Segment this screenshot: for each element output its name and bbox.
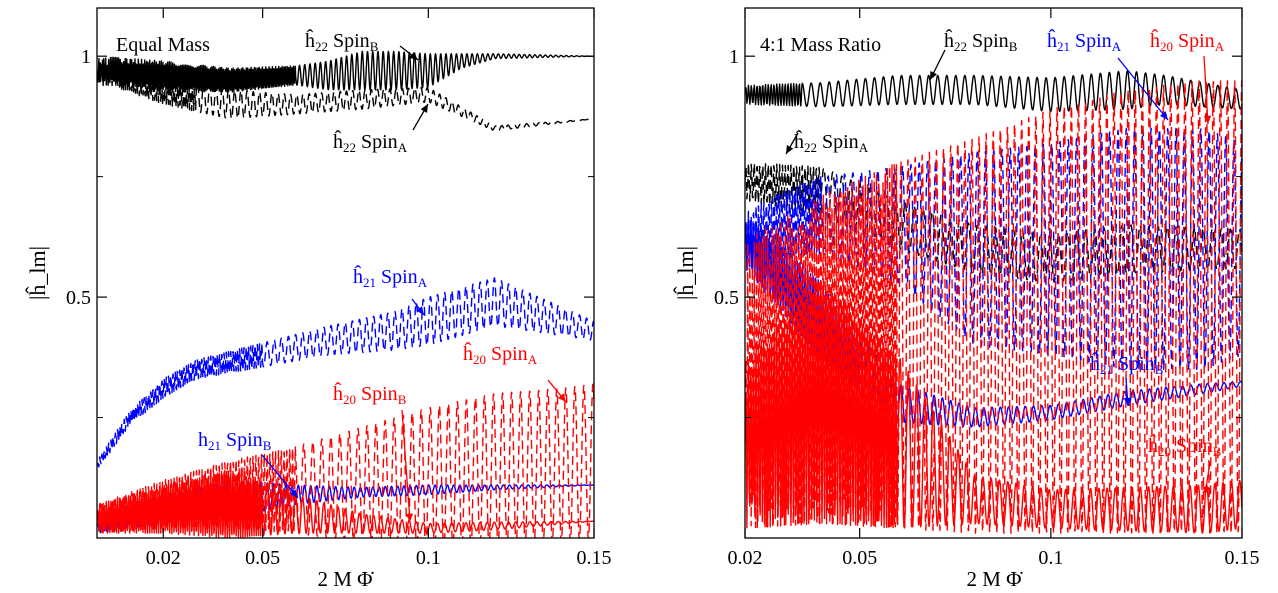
annotation-arrowhead xyxy=(420,104,428,113)
tick-layer: 0.02 0.05 0.1 0.15 1 0.5 xyxy=(714,8,1260,569)
y-tick-label: 1 xyxy=(81,46,91,68)
annotation-h22-spinA: ĥ22 SpinA xyxy=(333,103,429,155)
annotation-arrow xyxy=(261,454,299,499)
annotation-arrowhead xyxy=(1203,115,1212,124)
annotation-h21-spinB: ĥ21 SpinB xyxy=(1090,351,1164,407)
y-tick-label: 1 xyxy=(729,46,739,68)
series-line-h20B xyxy=(97,470,594,538)
annotation-h22-spinB: ĥ22 SpinB xyxy=(929,28,1018,81)
annotation-arrowhead xyxy=(289,489,298,498)
series-layer xyxy=(745,70,1242,534)
plot-frame xyxy=(96,7,595,539)
x-tick-label: 0.02 xyxy=(728,547,763,569)
annotation-arrowhead xyxy=(557,393,566,402)
series-line-h21A xyxy=(745,127,1242,371)
panel-mass-ratio: 0.02 0.05 0.1 0.15 1 0.5 4:1 Mass Ratio 2 M Φ… xyxy=(673,7,1260,591)
annotation-h20-spinA: ĥ20 SpinA xyxy=(463,341,567,403)
annotation-h21-spinB: h21 SpinB xyxy=(198,429,299,499)
y-tick-label: 0.5 xyxy=(66,287,91,309)
annotation-arrowhead xyxy=(1159,111,1168,120)
x-tick-label: 0.05 xyxy=(842,547,877,569)
annotation-arrowhead xyxy=(416,306,424,315)
annotation-arrowhead xyxy=(1202,486,1210,495)
y-axis-label: |ĥ_lm| xyxy=(673,246,698,300)
series-line-h21A xyxy=(97,277,594,468)
annotation-h22-spinB: ĥ22 SpinB xyxy=(305,28,419,61)
series-line-h20B xyxy=(745,282,1242,534)
x-tick-label: 0.1 xyxy=(416,547,441,569)
annotation-h22-spinA: ĥ22 SpinA xyxy=(785,129,869,155)
x-tick-label: 0.02 xyxy=(146,547,181,569)
y-tick-label: 0.5 xyxy=(714,287,739,309)
annotation-arrow xyxy=(1203,55,1209,125)
panel-equal-mass: 0.02 0.05 0.1 0.15 1 0.5 Equal Mass 2 M Φ̇ |ĥ… xyxy=(25,7,612,591)
annotation-h20-spinB: ĥ20 SpinB xyxy=(333,381,414,523)
x-tick-label: 0.05 xyxy=(245,547,280,569)
chart-title: Equal Mass xyxy=(116,34,210,56)
series-line-h22A xyxy=(97,62,594,132)
y-axis-label: |ĥ_lm| xyxy=(25,246,50,300)
x-tick-label: 0.1 xyxy=(1038,547,1063,569)
x-axis-label: 2 M Φ̇ xyxy=(966,567,1023,591)
annotation-arrowhead xyxy=(930,71,937,80)
x-tick-label: 0.15 xyxy=(1225,547,1260,569)
annotation-h20-spinA: ĥ20 SpinA xyxy=(1150,28,1225,125)
x-tick-label: 0.15 xyxy=(577,547,612,569)
annotation-arrow xyxy=(401,409,411,523)
series-line-h22B xyxy=(97,50,594,93)
annotation-h21-spinA: ĥ21 SpinA xyxy=(353,264,428,316)
annotation-h21-spinA: ĥ21 SpinA xyxy=(1047,28,1169,121)
series-line-h20A xyxy=(97,383,594,538)
plot-frame xyxy=(744,7,1243,539)
series-line-h22B xyxy=(745,70,1242,113)
annotation-h20-spinB: ĥ20 SpinB xyxy=(1148,433,1222,496)
series-layer xyxy=(97,50,594,538)
x-axis-label: 2 M Φ̇ xyxy=(317,567,374,591)
annotation-arrowhead xyxy=(1123,397,1132,406)
annotation-arrowhead xyxy=(409,52,418,60)
annotation-arrowhead xyxy=(786,145,794,154)
tick-layer: 0.02 0.05 0.1 0.15 1 0.5 xyxy=(66,8,612,569)
annotation-arrowhead xyxy=(405,513,414,522)
chart-title: 4:1 Mass Ratio xyxy=(760,34,881,56)
annotation-arrow xyxy=(1117,57,1169,121)
